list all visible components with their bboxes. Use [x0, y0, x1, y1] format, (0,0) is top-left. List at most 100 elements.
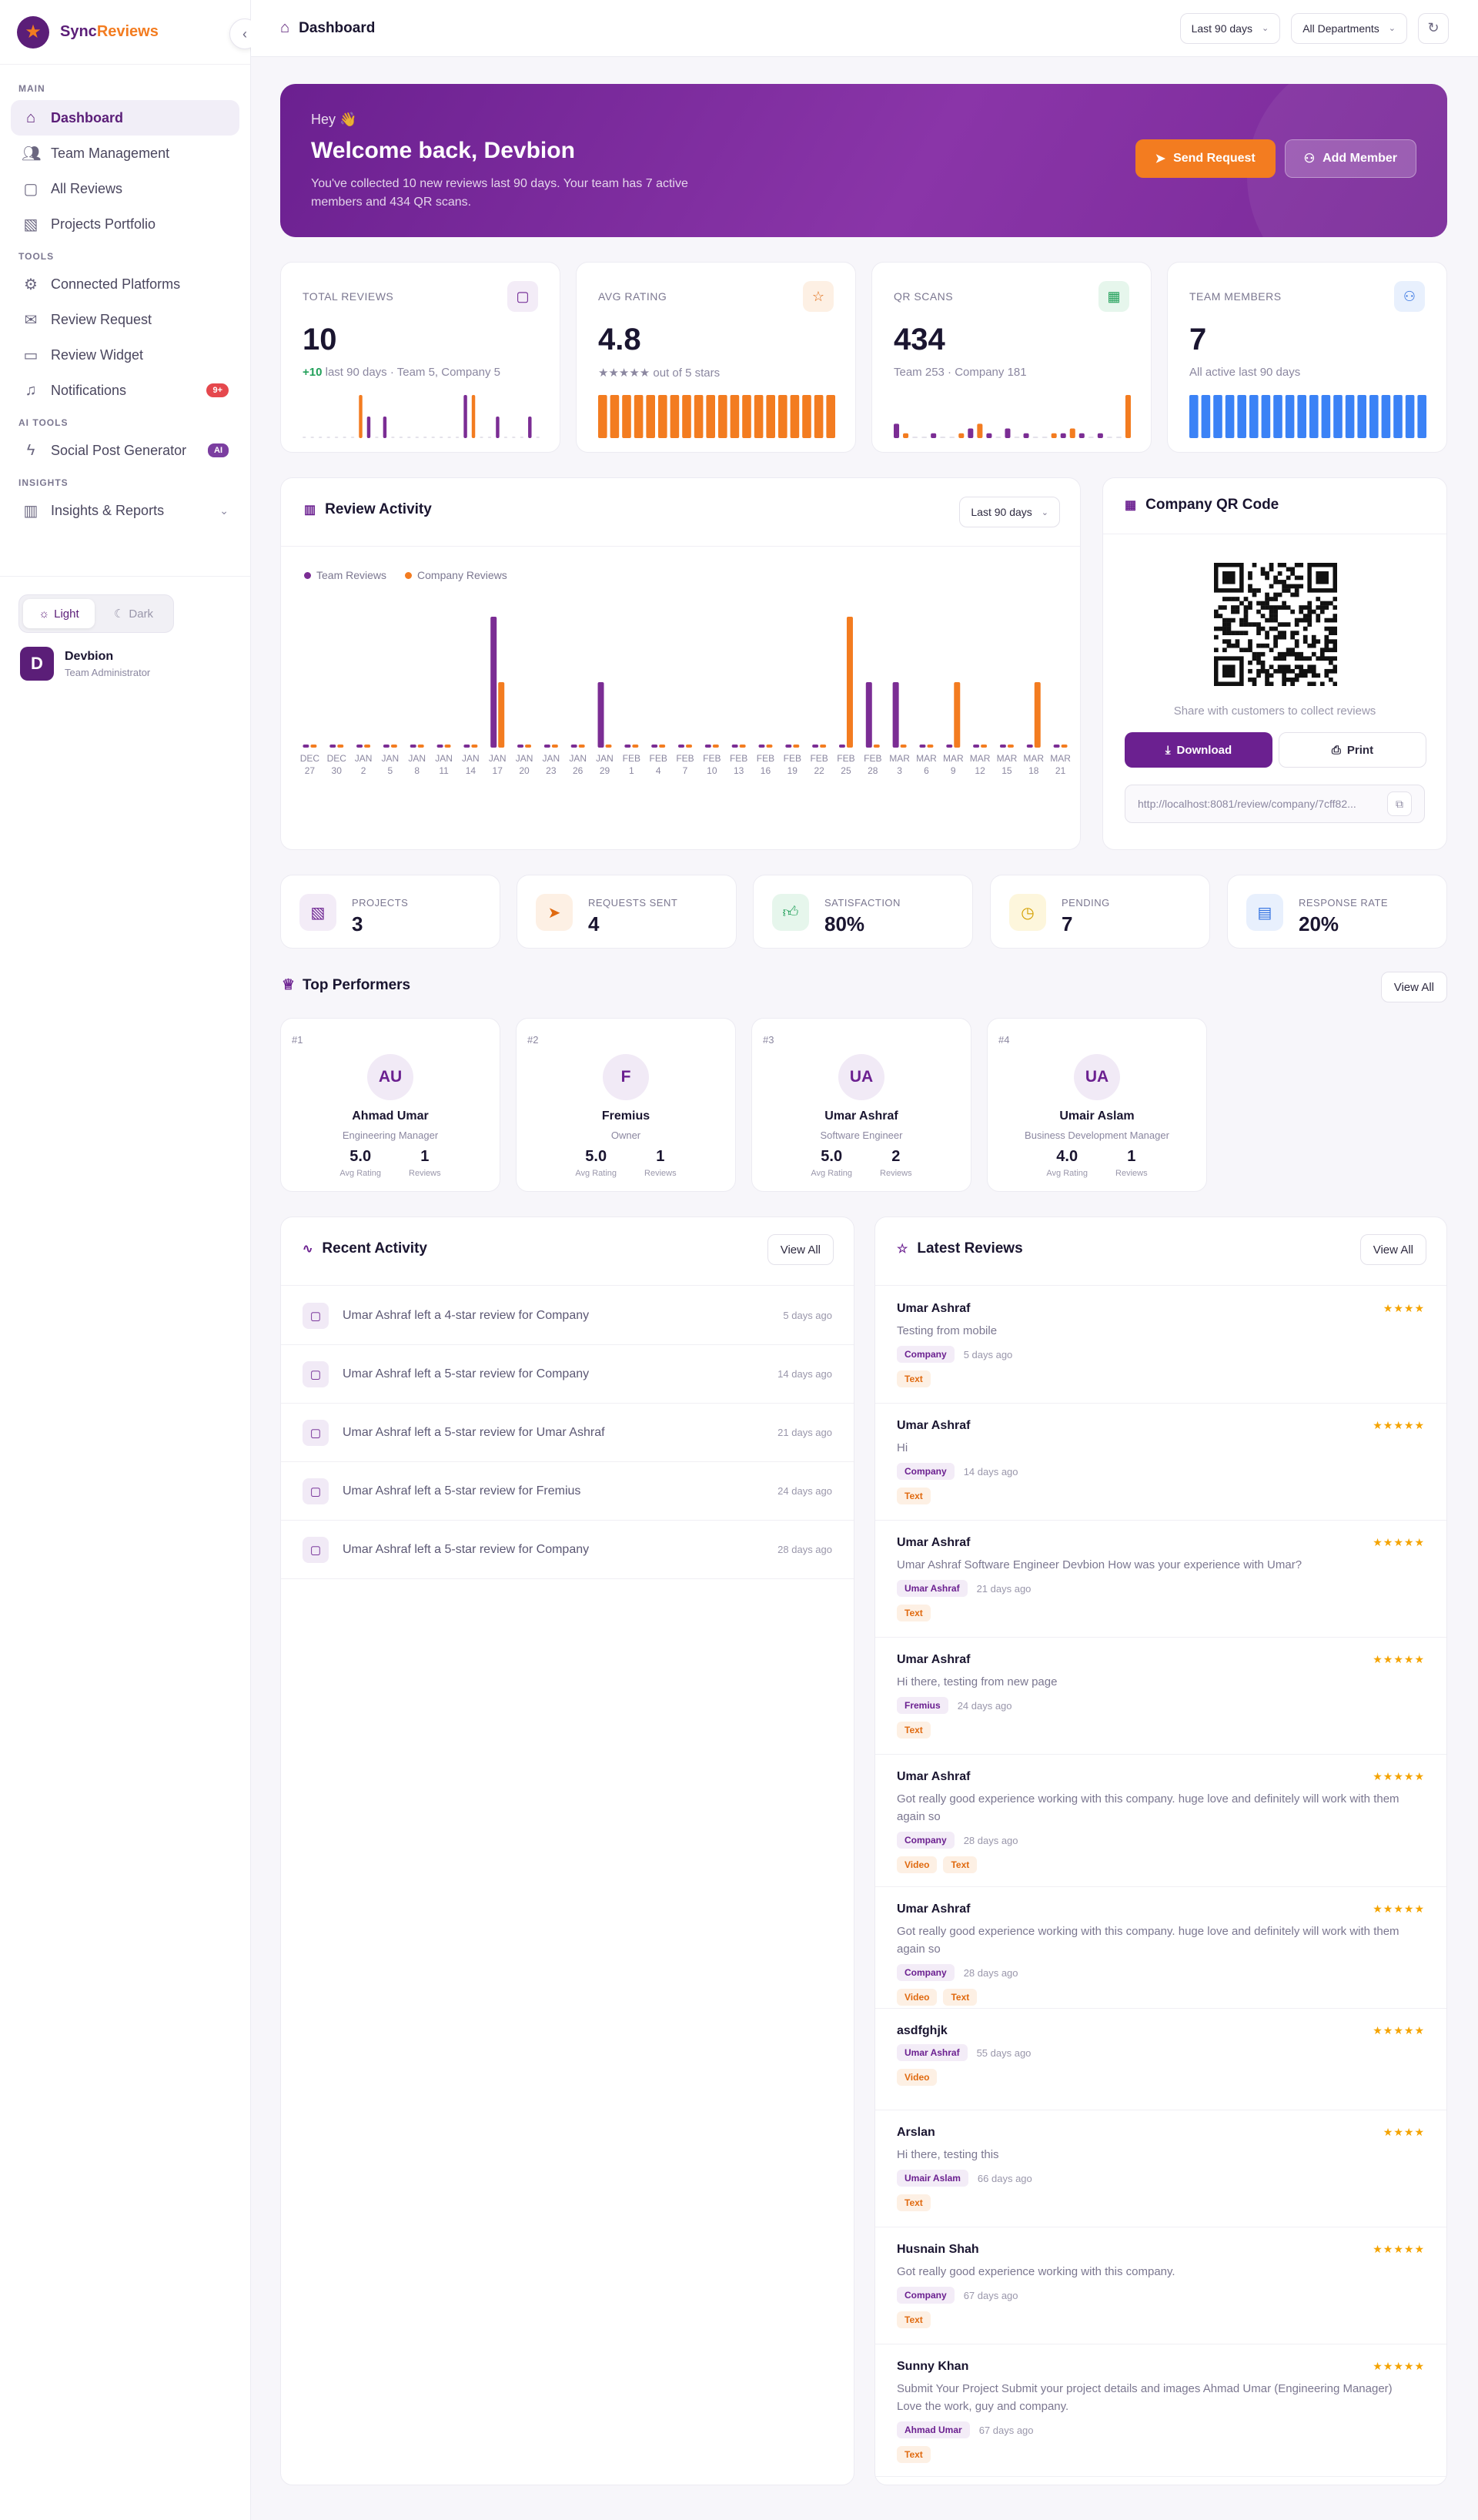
performer-card[interactable]: #3 UA Umar Ashraf Software Engineer 5.0 A…	[751, 1018, 971, 1192]
stat-label: TEAM MEMBERS	[1189, 290, 1282, 303]
review-target-tag: Company	[897, 1463, 955, 1480]
review-activity-panel: ▥ Review Activity Last 90 days ⌄ Team Revi…	[280, 477, 1081, 850]
review-text: Testing from mobile	[897, 1324, 998, 1337]
welcome-banner: Hey 👋 Welcome back, Devbion You've colle…	[280, 84, 1447, 237]
list-item[interactable]: ▢ Umar Ashraf left a 4-star review for Co…	[281, 1287, 854, 1345]
gear-icon: ⚙	[24, 276, 38, 293]
review-target-tag: Company	[897, 1832, 955, 1849]
review-item[interactable]: Umar Ashraf ★★★★★ Got really good experi…	[875, 1887, 1446, 2009]
performer-name: Ahmad Umar	[352, 1109, 429, 1123]
review-type-tag: Text	[897, 1722, 931, 1739]
sidebar-item-all-reviews[interactable]: ▢ All Reviews	[11, 171, 239, 206]
list-item[interactable]: ▢ Umar Ashraf left a 5-star review for Co…	[281, 1345, 854, 1404]
latest-view-all-button[interactable]: View All	[1359, 1234, 1426, 1265]
chevron-left-icon: ‹	[242, 25, 247, 42]
activity-range-select[interactable]: Last 90 days ⌄	[959, 497, 1060, 527]
spark-bar	[1051, 433, 1057, 438]
theme-toggle[interactable]: ☼ Light ☾ Dark	[18, 594, 174, 633]
sidebar-item-social-post-generator[interactable]: ϟ Social Post Generator AI	[11, 433, 239, 468]
copy-icon[interactable]: ⧉	[1387, 791, 1412, 816]
theme-dark-button[interactable]: ☾ Dark	[113, 607, 154, 621]
add-member-button[interactable]: ⚇ Add Member	[1284, 139, 1416, 178]
spark-bar	[1237, 395, 1246, 438]
spark-bar	[1115, 437, 1122, 438]
performer-rating: 5.0 Avg Rating	[575, 1148, 617, 1178]
sidebar-item-notifications[interactable]: ♫ Notifications 9+	[11, 373, 239, 408]
mini-stat-response-rate: ▤ RESPONSE RATE 20%	[1227, 875, 1447, 949]
x-tick-label: 11	[439, 765, 449, 776]
x-tick-label: MAR	[997, 753, 1018, 764]
x-tick-label: JAN	[355, 753, 373, 764]
sidebar-item-connected-platforms[interactable]: ⚙ Connected Platforms	[11, 266, 239, 302]
latest-reviews-panel: ☆ Latest Reviews View All Umar Ashraf ★★★…	[874, 1216, 1447, 2485]
review-item[interactable]: asdfghjk ★★★★★ Umar Ashraf 55 days ago Vi…	[875, 2009, 1446, 2110]
star-icon: ☆	[897, 1243, 908, 1256]
review-item[interactable]: Umar Ashraf ★★★★★ Got really good experi…	[875, 1755, 1446, 1887]
chart-bar-team	[624, 745, 631, 748]
review-item[interactable]: Umar Ashraf ★★★★★ Hi there, testing from…	[875, 1638, 1446, 1755]
review-type-tag: Text	[943, 1856, 978, 1873]
sidebar-item-insights-reports[interactable]: ▥ Insights & Reports ⌄	[11, 493, 239, 528]
spark-bar	[487, 437, 492, 438]
spark-bar	[1225, 395, 1235, 438]
spark-bar	[528, 417, 532, 438]
spark-bar	[1381, 395, 1391, 438]
spark-bar	[303, 437, 306, 438]
performer-role: Engineering Manager	[342, 1129, 439, 1141]
qr-icon: ▦	[1125, 499, 1137, 512]
send-request-button[interactable]: ➤ Send Request	[1135, 139, 1276, 178]
qr-url-field[interactable]: http://localhost:8081/review/company/7cf…	[1125, 785, 1425, 823]
spark-bar	[742, 395, 751, 438]
users-icon: 👥︎	[22, 145, 42, 162]
user-plus-icon: ⚇	[1303, 152, 1316, 166]
sidebar-item-review-request[interactable]: ✉ Review Request	[11, 302, 239, 337]
avatar: AU	[367, 1054, 413, 1100]
stat-card-avg-rating: AVG RATING ☆ 4.8 ★★★★★ out of 5 stars	[576, 262, 856, 453]
chart-bar-company	[739, 745, 746, 748]
performers-view-all-button[interactable]: View All	[1380, 972, 1447, 1002]
sidebar-item-projects-portfolio[interactable]: ▧ Projects Portfolio	[11, 206, 239, 242]
download-qr-button[interactable]: ⤓ Download	[1125, 732, 1272, 768]
x-tick-label: MAR	[889, 753, 910, 764]
recent-view-all-button[interactable]: View All	[767, 1234, 834, 1265]
list-item[interactable]: ▢ Umar Ashraf left a 5-star review for Um…	[281, 1404, 854, 1462]
stat-subtitle: +10 last 90 days · Team 5, Company 5	[303, 366, 500, 379]
review-item[interactable]: Umar Ashraf ★★★★★ Umar Ashraf Software E…	[875, 1521, 1446, 1638]
list-item[interactable]: ▢ Umar Ashraf left a 5-star review for Co…	[281, 1521, 854, 1579]
performer-card[interactable]: #1 AU Ahmad Umar Engineering Manager 5.0…	[280, 1018, 500, 1192]
refresh-button[interactable]: ↻	[1418, 12, 1449, 44]
review-item[interactable]: Umar Ashraf ★★★★★ Hi Company 14 days ago …	[875, 1404, 1446, 1521]
avg-rating-sparkline	[598, 395, 835, 438]
review-item[interactable]: Sunny Khan ★★★★★ Submit Your Project Sub…	[875, 2344, 1446, 2477]
spark-bar	[366, 417, 371, 438]
reviewer-name: Umar Ashraf	[897, 1653, 971, 1666]
ai-badge: AI	[208, 443, 229, 457]
chart-bar-company	[686, 745, 692, 748]
thumbs-up-icon: 👍︎	[772, 894, 809, 931]
list-item[interactable]: ▢ Umar Ashraf left a 5-star review for Fr…	[281, 1462, 854, 1521]
spark-bar	[814, 395, 824, 438]
performer-rank: #4	[998, 1034, 1010, 1046]
print-qr-button[interactable]: ⎙ Print	[1279, 732, 1426, 768]
spark-bar	[1297, 395, 1306, 438]
user-profile[interactable]: D Devbion Team Administrator	[20, 647, 150, 681]
spark-bar	[383, 417, 387, 438]
image-icon: ▧	[299, 894, 336, 931]
sidebar-item-dashboard[interactable]: ⌂ Dashboard	[11, 100, 239, 136]
performer-card[interactable]: #2 F Fremius Owner 5.0 Avg Rating 1 Review…	[516, 1018, 736, 1192]
review-item[interactable]: Arslan ★★★★ Hi there, testing this Umair…	[875, 2110, 1446, 2227]
review-item[interactable]: Husnain Shah ★★★★★ Got really good exper…	[875, 2227, 1446, 2344]
x-tick-label: MAR	[943, 753, 964, 764]
reviewer-name: asdfghjk	[897, 2024, 948, 2037]
theme-light-button[interactable]: ☼ Light	[23, 599, 95, 628]
performer-card[interactable]: #4 UA Umair Aslam Business Development M…	[987, 1018, 1207, 1192]
sidebar-item-review-widget[interactable]: ▭ Review Widget	[11, 337, 239, 373]
spark-bar	[1097, 433, 1103, 438]
department-select[interactable]: All Departments ⌄	[1291, 12, 1407, 44]
sidebar-item-team-management[interactable]: 👥︎ Team Management	[22, 145, 170, 162]
date-range-select[interactable]: Last 90 days ⌄	[1179, 12, 1281, 44]
brand[interactable]: ★ SyncReviews	[0, 0, 250, 65]
performer-reviews: 1 Reviews	[1115, 1148, 1148, 1178]
review-item[interactable]: Umar Ashraf ★★★★ Testing from mobile Com…	[875, 1287, 1446, 1404]
brand-name: SyncReviews	[60, 23, 159, 40]
